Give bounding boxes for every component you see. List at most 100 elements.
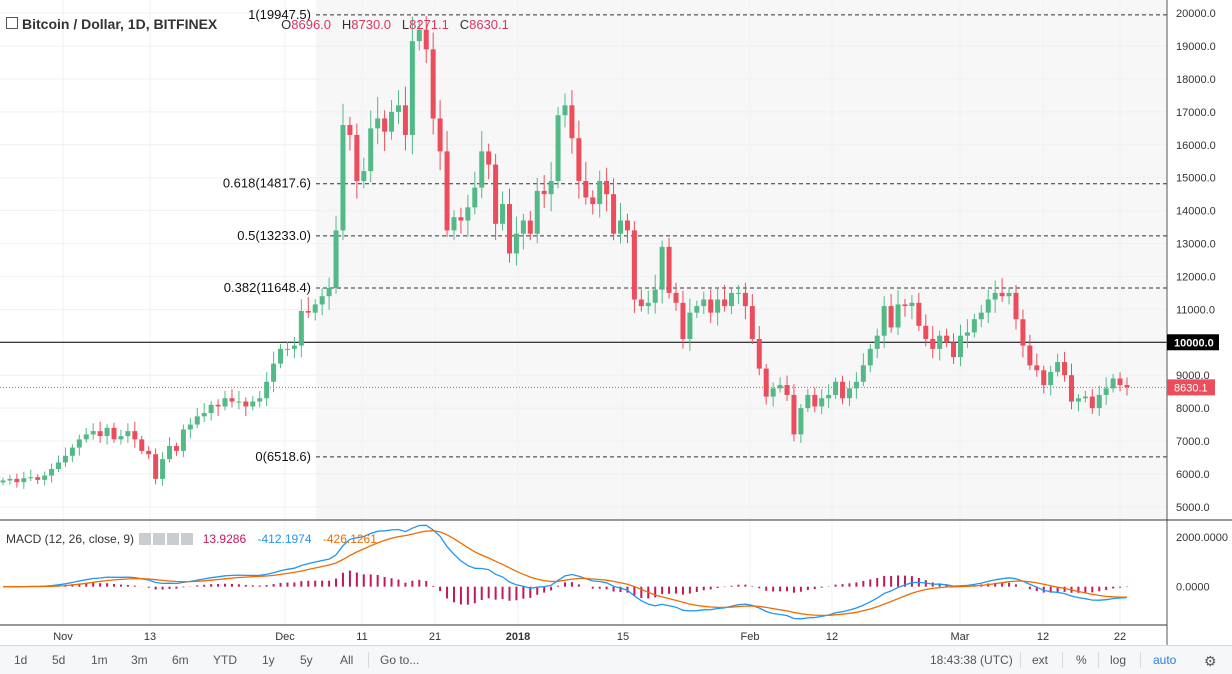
range-6m[interactable]: 6m (172, 653, 189, 667)
candle-body (985, 299, 991, 313)
candle-body (874, 335, 880, 349)
macd-label: MACD (12, 26, close, 9) (6, 532, 135, 546)
price-tick-label: 12000.0 (1176, 271, 1216, 283)
price-chart[interactable]: 1(19947.5) 0.618(14817.6) 0.5(13233.0) 0.38… (0, 0, 1232, 645)
percent-toggle[interactable]: % (1076, 653, 1087, 667)
candle-body (28, 477, 34, 479)
fib-label: 0.618(14817.6) (223, 176, 311, 191)
time-tick-label: Dec (275, 631, 295, 643)
candle-body (951, 342, 957, 358)
time-tick-label: 15 (617, 631, 629, 643)
candle-body (173, 445, 179, 451)
candle-body (513, 233, 519, 254)
candle-body (909, 302, 915, 307)
candle-body (0, 480, 6, 483)
candle-body (791, 394, 797, 435)
goto-button[interactable]: Go to... (380, 653, 420, 667)
candle-body (520, 220, 526, 234)
candle-body (472, 187, 478, 208)
log-toggle[interactable]: log (1110, 653, 1127, 667)
candle-body (284, 348, 290, 350)
candle-body (1117, 378, 1123, 386)
candle-body (652, 289, 658, 303)
candle-body (56, 462, 62, 469)
candle-body (534, 190, 540, 234)
price-tick-label: 18000.0 (1176, 74, 1216, 86)
close-value: 8630.1 (469, 17, 509, 32)
candle-body (777, 385, 783, 389)
collapse-icon[interactable] (6, 17, 18, 29)
candle-body (555, 115, 561, 182)
candle-body (763, 368, 769, 397)
range-5d[interactable]: 5d (52, 653, 66, 667)
add-icon[interactable] (167, 533, 180, 545)
candle-body (548, 181, 554, 195)
gear-icon[interactable]: ⚙ (1204, 653, 1217, 669)
candle-body (354, 134, 360, 182)
candle-body (638, 299, 644, 307)
candle-body (14, 478, 20, 483)
range-5y[interactable]: 5y (300, 653, 313, 667)
settings-icon[interactable] (139, 533, 152, 545)
auto-toggle[interactable]: auto (1153, 653, 1177, 667)
ext-toggle[interactable]: ext (1032, 653, 1049, 667)
bottom-toolbar: 1d 5d 1m 3m 6m YTD 1y 5y All Go to... 18… (0, 645, 1232, 674)
level-price-tag (1167, 334, 1219, 351)
signal-line (3, 530, 1128, 617)
candle-body (465, 207, 471, 221)
candle-body (590, 197, 596, 205)
candle-body (104, 427, 110, 437)
candle-body (923, 325, 929, 339)
candle-body (888, 306, 894, 328)
time-tick-label: Nov (53, 631, 73, 643)
candle-body (444, 151, 450, 231)
time-tick-label: 21 (429, 631, 441, 643)
candle-body (1110, 378, 1116, 389)
price-tick-label: 7000.0 (1176, 436, 1210, 448)
candle-body (222, 398, 228, 407)
candle-body (1006, 292, 1012, 297)
range-3m[interactable]: 3m (131, 653, 148, 667)
candle-body (437, 118, 443, 152)
last-price-label: 8630.1 (1174, 382, 1208, 394)
candle-body (215, 404, 221, 407)
clock-text[interactable]: 18:43:38 (UTC) (930, 653, 1013, 667)
macd-line-value: -412.1974 (257, 532, 312, 546)
fib-label: 0.382(11648.4) (224, 280, 311, 295)
price-tick-label: 16000.0 (1176, 140, 1216, 152)
candle-body (257, 398, 263, 402)
range-1y[interactable]: 1y (262, 653, 275, 667)
time-tick-label: Mar (951, 631, 970, 643)
candle-body (1103, 388, 1109, 395)
candle-body (236, 401, 242, 403)
candle-body (784, 385, 790, 395)
close-icon[interactable] (181, 533, 194, 545)
symbol-title: Bitcoin / Dollar, 1D, BITFINEX (22, 16, 218, 32)
candle-body (319, 296, 325, 305)
candle-body (659, 246, 665, 290)
candle-body (1082, 396, 1088, 399)
candle-body (819, 398, 825, 407)
time-tick-label: 12 (1037, 631, 1049, 643)
candle-body (833, 381, 839, 395)
range-ytd[interactable]: YTD (213, 653, 237, 667)
candle-body (749, 306, 755, 339)
candle-body (1096, 394, 1102, 409)
candle-body (111, 427, 117, 440)
price-legend: Bitcoin / Dollar, 1D, BITFINEX O8696.0 H… (22, 16, 509, 32)
range-1d[interactable]: 1d (14, 653, 28, 667)
candle-body (402, 105, 408, 135)
candle-body (208, 404, 214, 414)
candle-body (326, 287, 332, 297)
candle-body (742, 292, 748, 307)
candle-body (812, 394, 818, 407)
candle-body (1041, 370, 1047, 386)
range-all[interactable]: All (340, 653, 354, 667)
eye-icon[interactable] (153, 533, 166, 545)
candle-body (576, 138, 582, 182)
candle-body (298, 311, 304, 346)
candle-body (423, 29, 429, 50)
range-1m[interactable]: 1m (91, 653, 108, 667)
candle-body (291, 345, 297, 349)
candle-body (479, 151, 485, 188)
